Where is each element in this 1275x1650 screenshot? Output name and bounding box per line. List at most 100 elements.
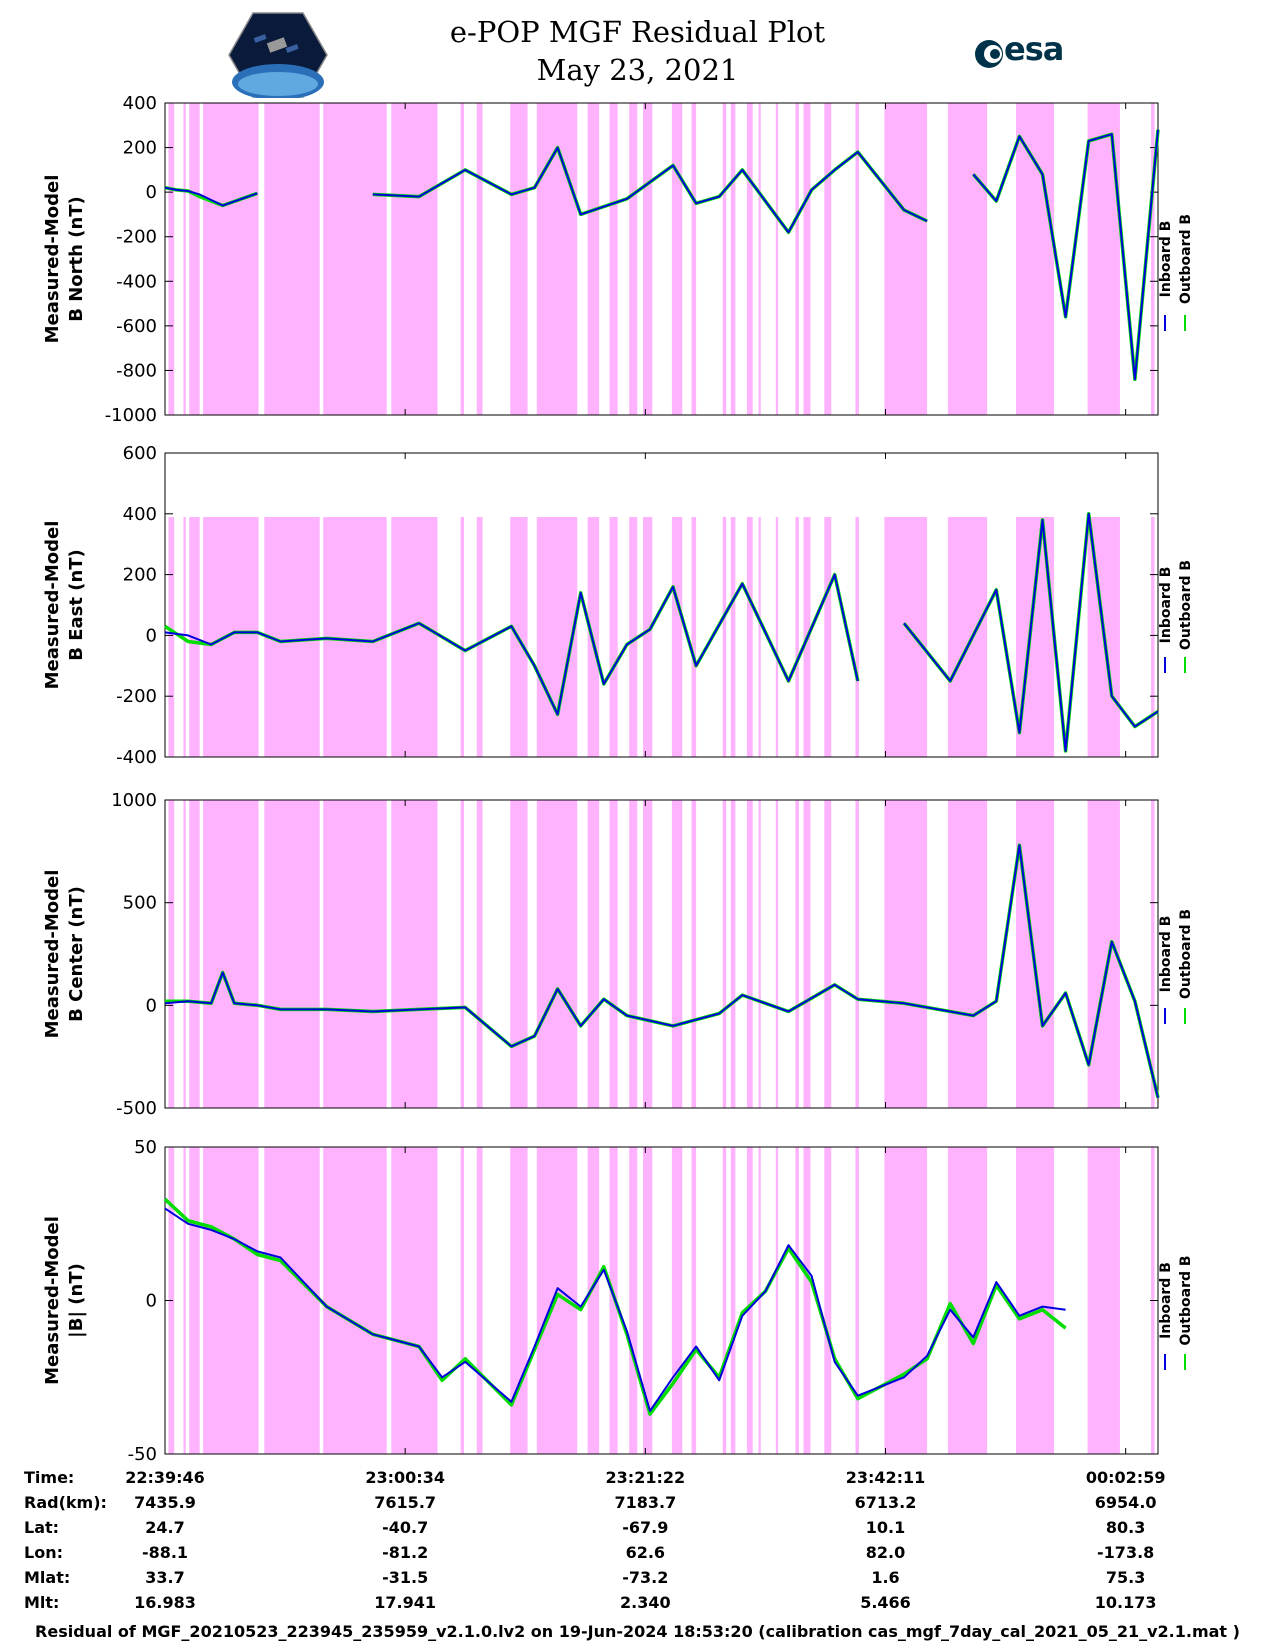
data-gap-shade <box>671 517 683 757</box>
info-cell: -40.7 <box>382 1518 429 1537</box>
data-gap-shade <box>730 800 736 1108</box>
series-line-inboard <box>164 512 1159 752</box>
data-gap-shade <box>746 1147 753 1454</box>
info-row-label: Lat: <box>24 1518 60 1537</box>
legend-outboard-label: Outboard B <box>1178 214 1194 304</box>
data-gap-shade <box>884 1147 928 1454</box>
info-cell: 17.941 <box>374 1593 437 1612</box>
y-tick-label: 0 <box>146 995 157 1016</box>
data-gap-shade <box>460 800 465 1108</box>
series-line-inboard <box>164 129 1159 381</box>
esa-logo-icon <box>975 40 1003 68</box>
data-gap-shade <box>775 103 779 415</box>
data-gap-shade <box>1151 800 1155 1108</box>
info-cell: 10.1 <box>865 1518 906 1537</box>
info-cell: 23:42:11 <box>845 1468 926 1487</box>
data-gap-shade <box>722 800 727 1108</box>
data-gap-shade <box>884 800 928 1108</box>
info-cell: 2.340 <box>620 1593 671 1612</box>
data-gap-shade <box>391 103 438 415</box>
data-gap-shade <box>643 103 653 415</box>
data-gap-shade <box>947 1147 988 1454</box>
data-gap-shade <box>264 800 320 1108</box>
data-gap-shade <box>671 1147 683 1454</box>
panel-2: 1000 500 0 -500 Measured-Model B Center (nT) I… <box>42 790 1194 1119</box>
data-gap-shade <box>1015 103 1055 415</box>
info-cell: 6713.2 <box>854 1493 917 1512</box>
info-row-label: Time: <box>24 1468 75 1487</box>
data-gap-shade <box>587 800 600 1108</box>
data-gap-shade <box>510 103 528 415</box>
data-gap-shade <box>629 800 638 1108</box>
panel-1: 600 400 200 0 -200 -400 Measured-Model B East (… <box>42 443 1194 768</box>
info-cell: -88.1 <box>141 1543 189 1562</box>
data-gap-shade <box>691 103 697 415</box>
info-cell: 7435.9 <box>134 1493 196 1512</box>
data-gap-shade <box>824 1147 832 1454</box>
info-cell: 22:39:46 <box>125 1468 205 1487</box>
data-gap-shade <box>1087 103 1120 415</box>
data-gap-shade <box>609 103 618 415</box>
footer-caption: Residual of MGF_20210523_223945_235959_v… <box>35 1622 1240 1641</box>
info-cell: 82.0 <box>865 1543 906 1562</box>
data-gap-shade <box>746 800 753 1108</box>
panel-frame <box>164 452 1159 758</box>
data-gap-shade <box>795 800 799 1108</box>
y-axis-label: Measured-Model B East (nT) <box>42 521 87 690</box>
y-tick-label: -50 <box>128 1444 157 1465</box>
plot-title: e-POP MGF Residual Plot <box>449 15 826 49</box>
info-cell: 1.6 <box>871 1568 900 1587</box>
data-gap-shade <box>629 517 638 757</box>
info-cell: 7615.7 <box>374 1493 437 1512</box>
legend-inboard-label: Inboard B <box>1158 1262 1174 1339</box>
info-row-label: Mlt: <box>24 1593 60 1612</box>
data-gap-shade <box>203 1147 259 1454</box>
data-gap-shade <box>775 517 779 757</box>
y-axis-label: Measured-Model B Center (nT) <box>42 870 87 1039</box>
data-gap-shade <box>795 1147 799 1454</box>
y-tick-label: -800 <box>116 360 157 381</box>
data-gap-shade <box>730 1147 736 1454</box>
info-row-label: Lon: <box>24 1543 63 1562</box>
data-gap-shade <box>824 517 832 757</box>
data-gap-shade <box>168 517 175 757</box>
y-tick-label: 0 <box>146 625 157 646</box>
data-gap-shade <box>323 1147 387 1454</box>
data-gap-shade <box>884 103 928 415</box>
data-gap-shade <box>476 800 483 1108</box>
data-gap-shade <box>643 1147 653 1454</box>
data-gap-shade <box>476 517 483 757</box>
data-gap-shade <box>775 800 779 1108</box>
data-gap-shade <box>203 800 259 1108</box>
data-gap-shade <box>730 517 736 757</box>
y-tick-label: -600 <box>116 316 157 337</box>
data-gap-shade <box>536 800 578 1108</box>
data-gap-shade <box>391 1147 438 1454</box>
data-gap-shade <box>671 800 683 1108</box>
y-tick-label: -400 <box>116 747 157 768</box>
data-gap-shade <box>203 517 259 757</box>
data-gap-shade <box>183 103 186 415</box>
data-gap-shade <box>691 800 697 1108</box>
data-gap-shade <box>264 1147 320 1454</box>
data-gap-shade <box>730 103 736 415</box>
data-gap-shade <box>691 1147 697 1454</box>
y-tick-label: -500 <box>116 1098 157 1119</box>
data-gap-shade <box>855 103 859 415</box>
y-tick-label: 600 <box>123 443 157 464</box>
y-tick-label: -200 <box>116 686 157 707</box>
y-tick-label: 200 <box>123 138 157 159</box>
info-cell: -173.8 <box>1097 1543 1155 1562</box>
cassiope-logo-icon <box>228 12 328 98</box>
data-gap-shade <box>587 1147 600 1454</box>
data-gap-shade <box>391 517 438 757</box>
y-axis-label: Measured-Model B North (nT) <box>42 175 87 344</box>
data-gap-shade <box>722 517 727 757</box>
info-cell: 7183.7 <box>614 1493 677 1512</box>
data-gap-shade <box>671 103 683 415</box>
data-gap-shade <box>183 517 186 757</box>
panel-3: 50 0 -50 Measured-Model |B| (nT) Inboard B Out… <box>42 1137 1194 1465</box>
data-gap-shade <box>189 1147 200 1454</box>
info-cell: 62.6 <box>625 1543 666 1562</box>
info-cell: 6954.0 <box>1094 1493 1157 1512</box>
